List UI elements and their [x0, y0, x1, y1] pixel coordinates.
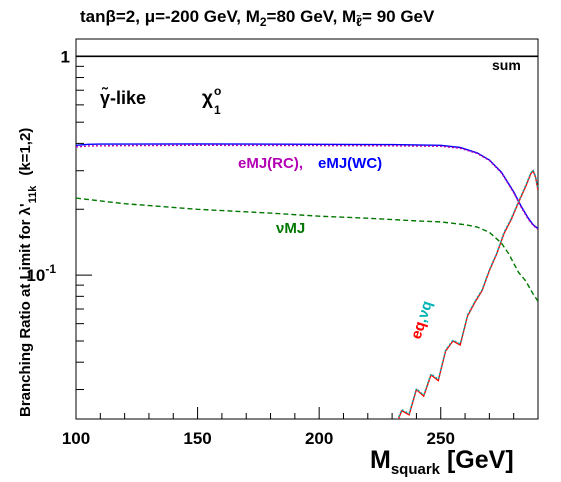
x-tick-label: 150 — [183, 429, 211, 448]
svg-text:γ̃-like: γ̃-like — [100, 86, 146, 108]
neutralino-label: γ̃-like χ o 1 — [100, 84, 221, 117]
series-line--mj — [76, 197, 538, 302]
chart-title: tanβ=2, μ=-200 GeV, M2=80 GeV, Mℓ̃= 90 G… — [80, 7, 435, 29]
annotation-emj-wc: eMJ(WC) — [318, 155, 382, 172]
y-axis-label: Branching Ratio at Limit for λ'11k(k=1,2… — [17, 128, 39, 417]
y-tick-label: 10-1 — [26, 262, 56, 285]
chi-subscript: 1 — [214, 103, 221, 117]
photino-like-label: γ̃-like — [100, 86, 146, 108]
annotation-emj-rc: eMJ(RC), — [238, 155, 303, 172]
x-axis-label: Msquark [GeV] — [370, 446, 514, 478]
annotation-eq-nuq: eq,νq — [408, 299, 436, 342]
x-tick-label: 200 — [305, 429, 333, 448]
annotation-sum: sum — [492, 57, 521, 73]
series-line--q — [397, 168, 538, 419]
series-group — [76, 55, 538, 419]
x-tick-label: 250 — [427, 429, 455, 448]
series-line-emj-rc- — [76, 144, 538, 230]
chi-symbol: χ — [202, 88, 213, 109]
x-tick-label: 100 — [62, 429, 90, 448]
series-line-emj-wc- — [76, 143, 538, 230]
annotation-nuq: ,νq — [413, 299, 436, 325]
chi-superscript: o — [214, 84, 221, 98]
svg-text:χ: χ — [202, 88, 213, 109]
axes: 100 150 200 250 1 10-1 — [26, 47, 539, 448]
series-line-eq — [397, 169, 538, 419]
annotation-eq: eq — [408, 319, 430, 341]
y-tick-label: 1 — [61, 47, 70, 66]
annotation-numj: νMJ — [276, 220, 305, 237]
